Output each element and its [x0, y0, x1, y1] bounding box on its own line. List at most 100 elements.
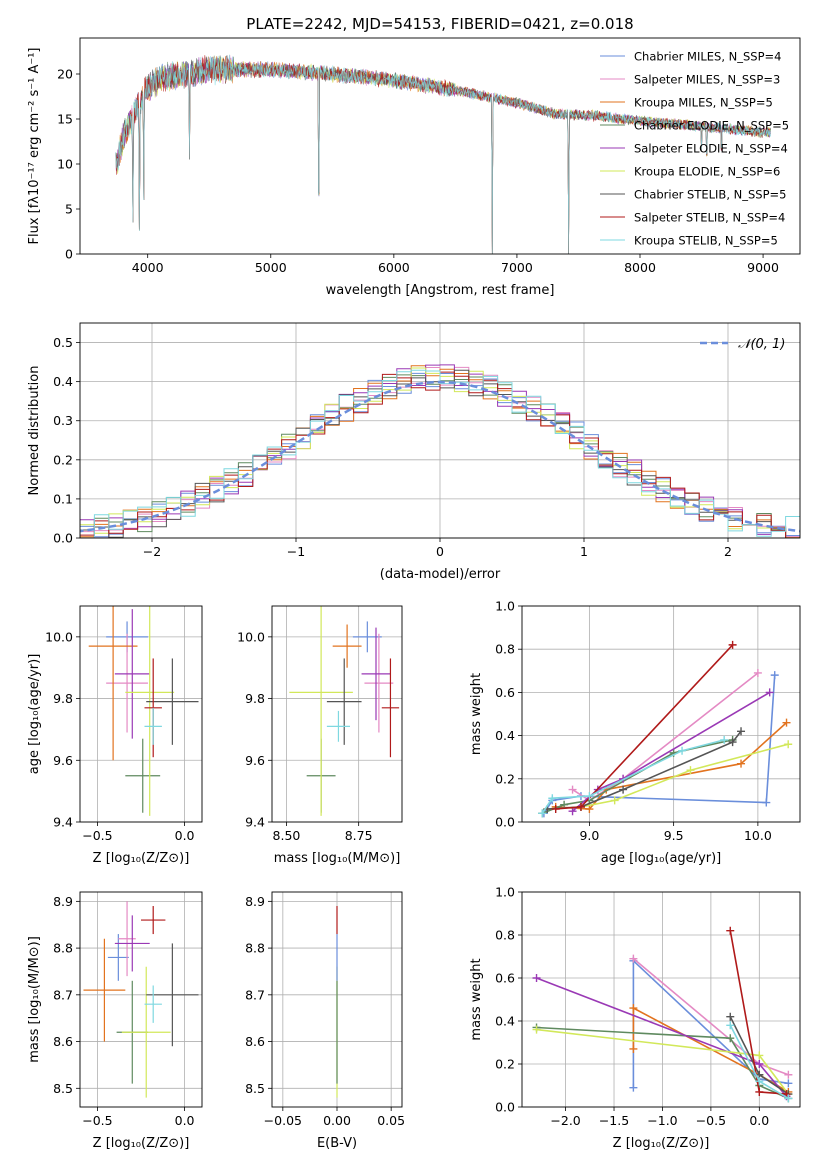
figure-title: PLATE=2242, MJD=54153, FIBERID=0421, z=0… [246, 15, 633, 33]
y-tick-label: 9.4 [53, 815, 73, 830]
legend-label: Chabrier ELODIE, N_SSP=5 [634, 119, 789, 133]
y-tick-label: 0.2 [53, 452, 73, 467]
weight-marker-c6 [619, 785, 628, 794]
x-tick-label: 9000 [747, 260, 779, 275]
x-tick-label: 8.75 [345, 828, 373, 843]
plot-area [538, 640, 793, 818]
x-axis-label: age [log₁₀(age/yr)] [601, 851, 722, 866]
weight-series-c2 [632, 1006, 789, 1093]
x-tick-label: 0.0 [175, 1113, 195, 1128]
axes-frame [79, 605, 203, 823]
weight-marker-c0 [770, 671, 779, 680]
y-tick-label: 0.3 [53, 413, 73, 428]
y-tick-label: 8.5 [245, 1081, 265, 1096]
weight-marker-c0 [629, 1083, 638, 1092]
weight-marker-c5 [610, 796, 619, 805]
y-tick-label: 8.7 [53, 987, 73, 1002]
axes-frame [271, 605, 403, 823]
y-tick-label: 0.2 [495, 771, 515, 786]
legend-label: Salpeter MILES, N_SSP=3 [634, 73, 780, 87]
y-tick-label: 0.8 [495, 928, 515, 943]
y-tick-label: 0.0 [495, 1100, 515, 1115]
y-tick-label: 1.0 [495, 599, 515, 614]
weight-marker-c8 [726, 1021, 735, 1030]
y-tick-label: 0.4 [495, 728, 515, 743]
x-tick-label: −1.5 [599, 1113, 629, 1128]
axes-frame [79, 37, 801, 255]
x-tick-label: −0.05 [264, 1113, 302, 1128]
chart-weight-vs-z: −2.0 −1.5 −1.0 −0.5 0.0 0.0 0.2 0.4 0.6 0.8 1.0 Z [… [469, 885, 801, 1151]
x-axis-label: E(B-V) [317, 1136, 357, 1151]
x-tick-label: −1.0 [647, 1113, 677, 1128]
y-tick-label: 8.9 [245, 894, 265, 909]
y-tick-label: 10.0 [45, 629, 73, 644]
weight-marker-c6 [728, 738, 737, 747]
weight-marker-c2 [629, 1044, 638, 1053]
y-tick-label: 9.8 [245, 691, 265, 706]
weight-marker-c3 [726, 1034, 735, 1043]
y-tick-label: 5 [65, 202, 73, 217]
weight-marker-c2 [585, 805, 594, 814]
y-tick-label: 8.9 [53, 894, 73, 909]
x-axis-label: mass [log₁₀(M/M⊙)] [274, 851, 401, 866]
y-tick-label: 8.6 [53, 1034, 73, 1049]
weight-marker-c5 [532, 1025, 541, 1034]
y-tick-label: 8.6 [245, 1034, 265, 1049]
x-axis-label: Z [log₁₀(Z/Z⊙)] [613, 1136, 710, 1151]
weight-marker-c7 [728, 640, 737, 649]
y-axis-label: Normed distribution [27, 366, 42, 496]
weight-marker-c8 [755, 1077, 764, 1086]
chart-age-vs-mass: 8.50 8.75 9.4 9.6 9.8 10.0 mass [log₁₀(M/M⊙)] [237, 605, 403, 866]
x-tick-label: 6000 [378, 260, 410, 275]
y-axis-label: age [log₁₀(age/yr)] [27, 654, 42, 775]
legend-label: Chabrier MILES, N_SSP=4 [634, 50, 781, 64]
weight-marker-c8 [678, 746, 687, 755]
plot-area [80, 364, 800, 538]
x-tick-label: −0.5 [82, 828, 112, 843]
y-tick-label: 9.6 [53, 753, 73, 768]
x-tick-label: 7000 [501, 260, 533, 275]
weight-marker-c0 [784, 1079, 793, 1088]
weight-marker-c4 [755, 1060, 764, 1068]
axes-frame [79, 891, 203, 1108]
x-tick-label: 4000 [132, 260, 164, 275]
y-axis-label: mass weight [469, 673, 484, 755]
plot-area [83, 901, 199, 1098]
y-tick-label: 9.6 [245, 753, 265, 768]
plot-area [289, 606, 400, 816]
x-tick-label: 5000 [255, 260, 287, 275]
legend-label: Kroupa MILES, N_SSP=5 [634, 96, 773, 110]
weight-marker-c8 [585, 792, 594, 801]
x-tick-label: 8000 [624, 260, 656, 275]
plot-area [532, 926, 793, 1103]
legend-label: Kroupa STELIB, N_SSP=5 [634, 234, 778, 248]
weight-marker-c2 [782, 718, 791, 727]
weight-marker-c7 [726, 926, 735, 935]
y-tick-label: 0.0 [53, 531, 73, 546]
x-axis-label: (data-model)/error [380, 567, 501, 582]
y-tick-label: 0.4 [495, 1014, 515, 1029]
plot-area [88, 606, 199, 816]
weight-marker-c5 [686, 766, 695, 775]
weight-marker-c6 [726, 1012, 735, 1021]
x-tick-label: 0.05 [377, 1113, 405, 1128]
chart-age-vs-z: −0.5 0.0 9.4 9.6 9.8 10.0 Z [log₁₀(Z/Z⊙)] age [… [27, 605, 203, 866]
weight-series-c3 [536, 1026, 789, 1100]
plot-area [115, 54, 771, 254]
legend-label: Salpeter STELIB, N_SSP=4 [634, 211, 785, 225]
y-tick-label: 8.8 [245, 941, 265, 956]
x-tick-label: 10.0 [744, 828, 772, 843]
axes-frame [521, 891, 801, 1108]
y-tick-label: 8.8 [53, 941, 73, 956]
y-tick-label: 0 [65, 247, 73, 262]
y-tick-label: 8.5 [53, 1081, 73, 1096]
y-tick-label: 8.7 [245, 987, 265, 1002]
weight-series-c4 [571, 691, 771, 812]
weight-marker-c2 [737, 759, 746, 768]
y-tick-label: 9.8 [53, 691, 73, 706]
normal-curve [80, 380, 800, 533]
weight-marker-c4 [765, 688, 774, 697]
y-tick-label: 0.6 [495, 971, 515, 986]
y-tick-label: 0.4 [53, 374, 73, 389]
